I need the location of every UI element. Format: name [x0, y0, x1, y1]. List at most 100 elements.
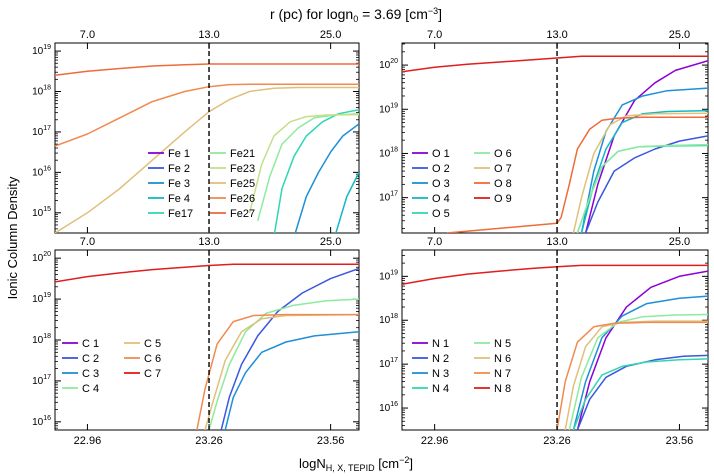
x-bottom-tick-label: 23.26 [195, 435, 223, 447]
top-title-end: ] [438, 6, 442, 22]
legend-label: C 4 [82, 383, 99, 395]
top-title-sup: −3 [428, 6, 438, 16]
x-bottom-tick-label: 23.56 [666, 435, 694, 447]
series-group [55, 263, 359, 430]
legend-label: Fe21 [230, 148, 255, 160]
legend: Fe 1 Fe 2 Fe 3 Fe 4 Fe17 Fe21 Fe23 Fe25 Fe26 Fe27 [148, 148, 255, 220]
legend-label: C 3 [82, 368, 99, 380]
chart-panels: 1015 1016 1017 1018 1019 7.0 13.0 25.0 Fe 1 Fe 2 F… [32, 29, 709, 447]
x-top-tick-label: 25.0 [320, 236, 341, 248]
series-line-fe25 [55, 86, 359, 233]
series-line-o1 [584, 59, 708, 233]
x-top-tick-label: 25.0 [320, 29, 341, 41]
legend-label: O 9 [494, 193, 512, 205]
series-line-fe23 [248, 113, 359, 213]
y-tick-label: 1019 [32, 292, 51, 305]
legend-label: Fe25 [230, 178, 255, 190]
x-top-tick-label: 7.0 [80, 29, 95, 41]
legend-label: Fe 2 [168, 163, 190, 175]
x-top-tick-label: 25.0 [669, 236, 690, 248]
legend-label: C 2 [82, 353, 99, 365]
y-tick-label: 1015 [32, 206, 51, 219]
y-tick-label: 1017 [32, 374, 51, 387]
x-top-tick-label: 7.0 [427, 29, 442, 41]
legend-label: Fe 1 [168, 148, 190, 160]
series-line-n4 [572, 358, 708, 430]
panel-c: 1016 1017 1018 1019 1020 7.0 13.0 25.0 22.96 23.2… [32, 236, 360, 447]
x-top-tick-label: 7.0 [427, 236, 442, 248]
series-line-o4 [580, 109, 708, 233]
series-line-fe26 [55, 83, 359, 147]
legend: O 1 O 2 O 3 O 4 O 5 O 6 O 7 O 8 O 9 [412, 148, 512, 220]
y-tick-label: 1020 [32, 251, 51, 264]
series-line-c4 [208, 298, 359, 430]
series-line-fe4 [335, 172, 359, 233]
legend-label: C 6 [144, 353, 161, 365]
legend-label: C 1 [82, 338, 99, 350]
legend-label: O 7 [494, 163, 512, 175]
y-tick-label: 1018 [32, 85, 51, 98]
legend-label: O 1 [432, 148, 450, 160]
legend-label: N 2 [432, 353, 449, 365]
x-title-unit: [cm [375, 456, 400, 471]
y-tick-label: 1019 [379, 269, 398, 282]
legend-label: N 3 [432, 368, 449, 380]
series-line-n2 [576, 354, 708, 430]
y-tick-label: 1016 [32, 415, 51, 428]
series-line-n3 [572, 295, 708, 430]
series-line-fe2 [323, 314, 364, 415]
legend-label: N 5 [494, 338, 511, 350]
series-line-o7 [572, 112, 708, 233]
x-top-tick-label: 13.0 [546, 236, 567, 248]
plot-frame [401, 249, 709, 431]
legend-label: O 4 [432, 193, 450, 205]
y-tick-label: 1020 [379, 58, 398, 71]
series-line-n5 [568, 313, 708, 430]
top-title-tail: = 3.69 [cm [358, 6, 428, 22]
top-axis-title: r (pc) for logn0 = 3.69 [cm−3] [270, 6, 442, 24]
top-title-sub: 0 [353, 14, 358, 24]
legend-label: Fe 3 [168, 178, 190, 190]
x-title-sub: H, X, TEPID [326, 463, 375, 473]
series-line-n8 [402, 264, 708, 285]
series-group [402, 264, 708, 430]
legend-label: N 4 [432, 383, 449, 395]
x-bottom-tick-label: 22.96 [421, 435, 449, 447]
series-line-fe17 [273, 108, 359, 233]
y-tick-label: 1018 [32, 333, 51, 346]
plot-frame [54, 42, 360, 234]
legend-label: O 3 [432, 178, 450, 190]
series-line-o2 [584, 135, 708, 233]
y-tick-label: 1018 [379, 146, 398, 159]
legend-label: Fe17 [168, 208, 193, 220]
legend-label: C 7 [144, 368, 161, 380]
x-bottom-tick-label: 22.96 [74, 435, 102, 447]
series-line-c6 [196, 313, 359, 430]
series-line-o6 [576, 143, 708, 233]
series-line-o9 [402, 55, 708, 73]
y-axis-title: Ionic Column Density [5, 176, 20, 299]
legend: N 1 N 2 N 3 N 4 N 5 N 6 N 7 N 8 [412, 338, 511, 395]
x-top-tick-label: 13.0 [198, 29, 219, 41]
x-title-end: ] [409, 456, 413, 471]
legend-label: O 6 [494, 148, 512, 160]
legend-label: N 6 [494, 353, 511, 365]
y-tick-label: 1019 [32, 44, 51, 57]
x-title-main: logN [299, 456, 326, 471]
series-line-c5 [204, 313, 359, 430]
series-line-fe3 [294, 123, 359, 233]
x-top-tick-label: 13.0 [546, 29, 567, 41]
legend-label: C 5 [144, 338, 161, 350]
y-tick-label: 1019 [379, 102, 398, 115]
x-bottom-tick-label: 23.26 [543, 435, 571, 447]
series-line-n1 [576, 270, 708, 430]
series-line-fe27 [55, 63, 359, 77]
top-title-main: r (pc) for logn [270, 6, 353, 22]
y-tick-label: 1018 [379, 313, 398, 326]
series-line-o3 [580, 87, 708, 233]
series-line-o8 [446, 116, 708, 233]
x-top-tick-label: 13.0 [198, 236, 219, 248]
series-line-fe1 [347, 395, 363, 415]
y-tick-label: 1017 [32, 125, 51, 138]
